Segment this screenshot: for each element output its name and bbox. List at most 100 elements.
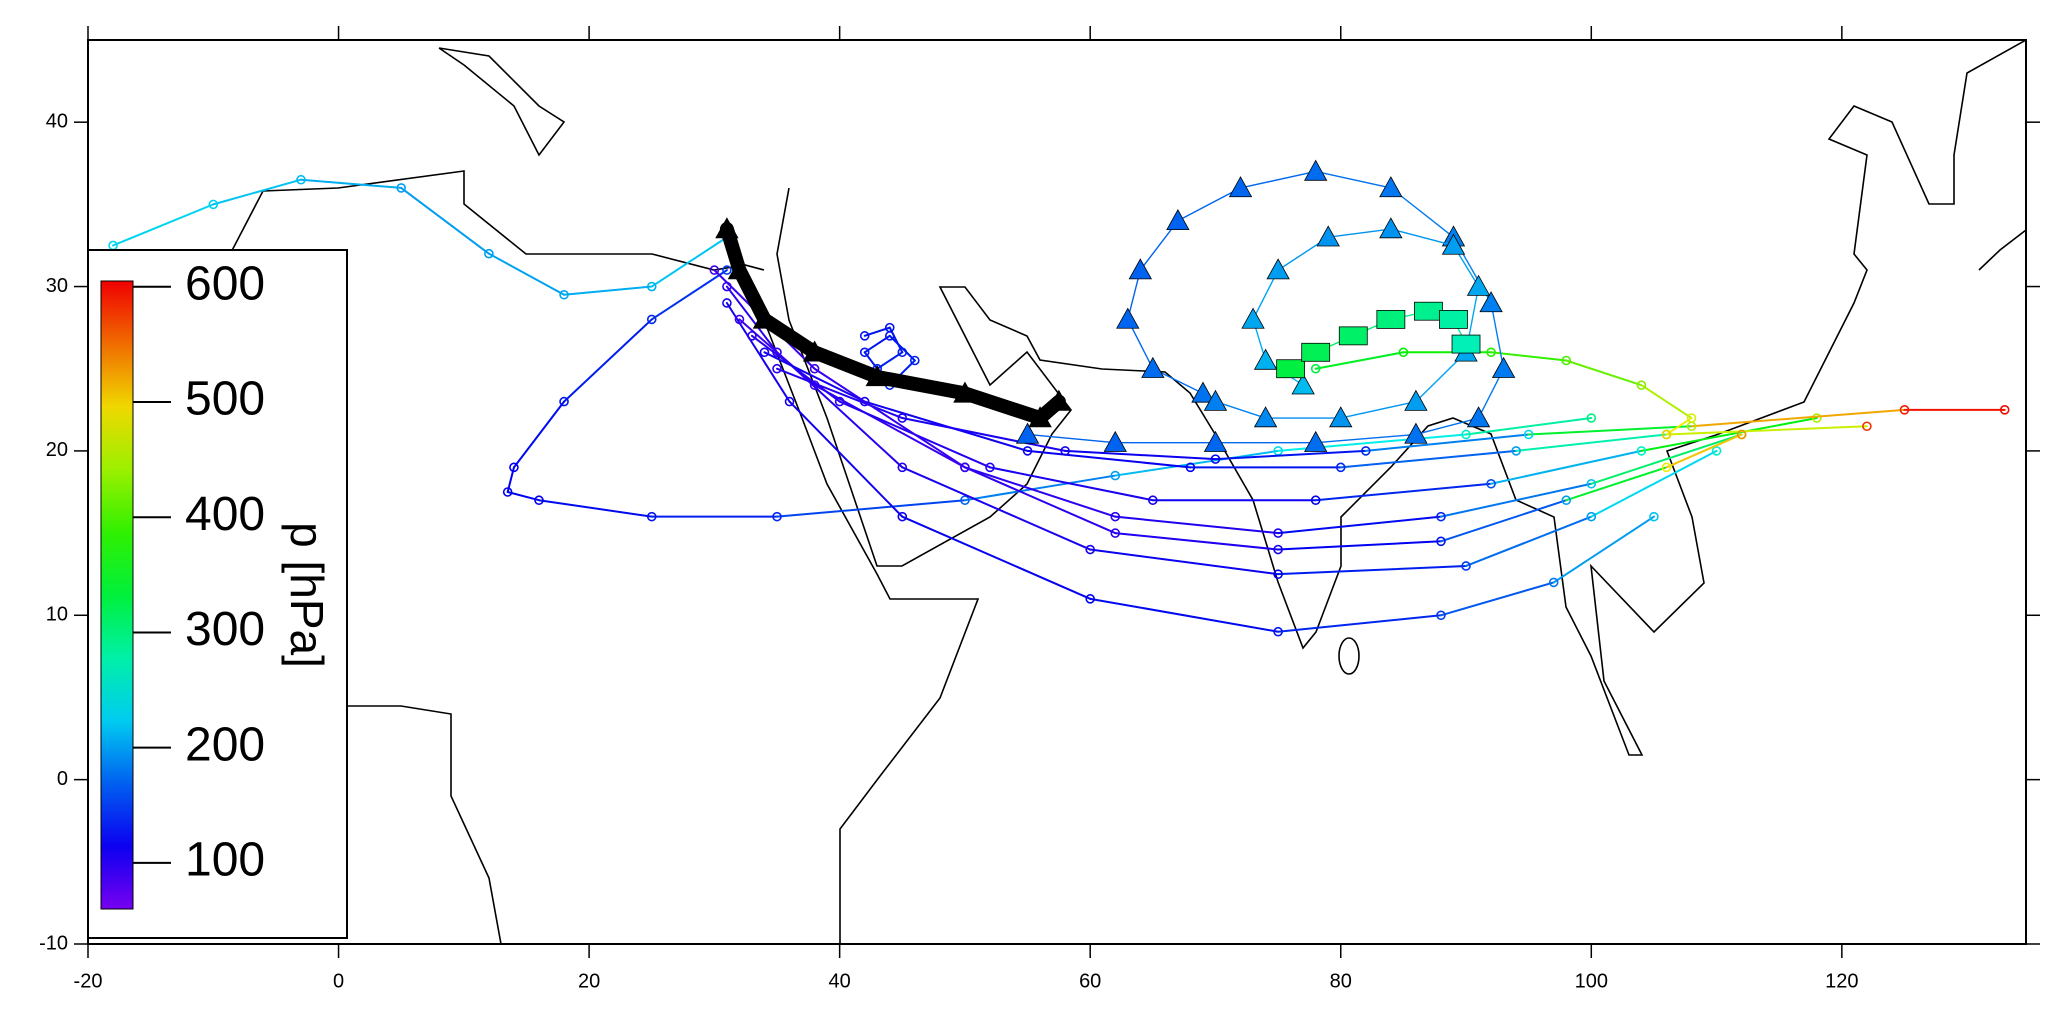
trajectory-point: [897, 413, 908, 423]
trajectory-segment: [1114, 515, 1280, 535]
trajectory-point: [1210, 454, 1221, 464]
coastline: [125, 170, 765, 944]
trajectory-point: [1253, 406, 1278, 428]
trajectory-point: [1103, 430, 1127, 452]
trajectory-point: [1404, 422, 1428, 444]
trajectory-segment: [1089, 548, 1280, 576]
trajectory-point: [534, 495, 544, 506]
trajectory-segment: [776, 367, 904, 420]
trajectory-point: [1304, 430, 1328, 452]
trajectory-segment: [1490, 302, 1505, 370]
trajectory-segment: [1314, 482, 1493, 502]
trajectory-point: [1273, 569, 1283, 579]
x-tick-label: 80: [1330, 970, 1352, 992]
trajectory-segment: [1364, 433, 1530, 452]
trajectory-point: [1436, 610, 1446, 621]
y-tick-label: 30: [46, 275, 68, 297]
trajectory-point: [1166, 208, 1190, 231]
trajectory-segment: [563, 318, 653, 403]
trajectory-point: [859, 331, 870, 341]
trajectory-point: [1379, 217, 1403, 239]
x-tick-label: 60: [1079, 970, 1101, 992]
trajectory-segment: [876, 351, 904, 370]
trajectory-point: [759, 347, 770, 358]
trajectory-point: [809, 363, 820, 374]
trajectory-point: [1486, 347, 1496, 358]
trajectory-point: [1304, 159, 1328, 181]
trajectory-point: [1899, 405, 1910, 415]
trajectory-segment: [1277, 614, 1442, 633]
trajectory-segment: [1327, 228, 1392, 238]
trajectory-segment: [506, 491, 540, 502]
trajectory-point: [722, 298, 732, 308]
trajectory-point: [1441, 233, 1466, 255]
trajectory-point: [559, 396, 569, 407]
trajectory-point: [1310, 363, 1321, 374]
trajectory-segment: [1114, 532, 1280, 551]
trajectory-point: [1329, 406, 1353, 428]
y-tick-label: 20: [46, 439, 68, 461]
trajectory-point: [1486, 478, 1496, 489]
trajectory-point: [559, 289, 569, 300]
trajectory-point: [1116, 307, 1140, 329]
trajectory-segment: [1314, 170, 1392, 189]
trajectory-segment: [1439, 499, 1568, 543]
trajectory-point: [1379, 176, 1403, 198]
trajectory-point: [1636, 446, 1647, 456]
x-tick-label: 120: [1825, 970, 1858, 992]
trajectory-segment: [512, 400, 566, 469]
trajectory-segment: [763, 351, 866, 403]
colorbar-gradient: [100, 280, 134, 910]
x-tick-label: 40: [829, 970, 851, 992]
trajectory-point: [772, 511, 782, 522]
trajectory-segment: [400, 186, 490, 255]
trajectory-segment: [563, 285, 653, 296]
trajectory-segment: [813, 384, 966, 469]
trajectory-segment: [963, 466, 1117, 535]
trajectory-point: [1523, 429, 1534, 440]
colorbar-tick-label: 500: [185, 373, 265, 426]
trajectory-point: [646, 281, 657, 292]
trajectory-point: [396, 183, 406, 193]
trajectory-segment: [725, 301, 791, 403]
trajectory-point: [1228, 176, 1253, 198]
trajectory-point: [897, 462, 908, 473]
trajectory-point: [1085, 544, 1095, 555]
trajectory-segment: [901, 515, 1092, 600]
trajectory-segment: [650, 236, 728, 288]
trajectory-segment: [901, 466, 1092, 551]
trajectory-segment: [1214, 400, 1267, 419]
trajectory-segment: [776, 499, 966, 518]
trajectory-point: [208, 199, 219, 210]
coastline: [744, 286, 980, 944]
trajectory-point: [1414, 301, 1443, 321]
trajectory-point: [1015, 422, 1040, 444]
trajectory-segment: [1665, 425, 1868, 436]
trajectory-point: [646, 511, 657, 522]
trajectory-point: [722, 265, 732, 275]
trajectory-point: [1110, 528, 1121, 538]
trajectory-point: [296, 174, 306, 185]
trajectory-point: [484, 248, 494, 259]
trajectory-point: [1148, 495, 1158, 506]
trajectory-segment: [112, 203, 215, 247]
trajectory-point: [834, 396, 845, 407]
trajectory-segment: [1439, 581, 1555, 617]
trajectory-segment: [1177, 187, 1242, 222]
trajectory-segment: [1465, 515, 1593, 567]
trajectory-point: [1085, 594, 1095, 604]
trajectory-segment: [1490, 449, 1643, 485]
plot-area: [88, 40, 2026, 944]
colorbar-label: p [hPa]: [281, 522, 333, 668]
trajectory-segment: [1439, 482, 1593, 518]
trajectory-point: [1439, 310, 1468, 329]
trajectory-point: [1436, 511, 1446, 522]
trajectory-segment: [1239, 170, 1317, 189]
trajectory-point: [1047, 389, 1071, 411]
trajectory-segment: [1590, 433, 1743, 485]
trajectory-point: [1451, 334, 1481, 354]
trajectory-segment: [1026, 433, 1116, 444]
y-tick-label: 10: [46, 604, 68, 626]
trajectory-point: [1028, 406, 1052, 428]
